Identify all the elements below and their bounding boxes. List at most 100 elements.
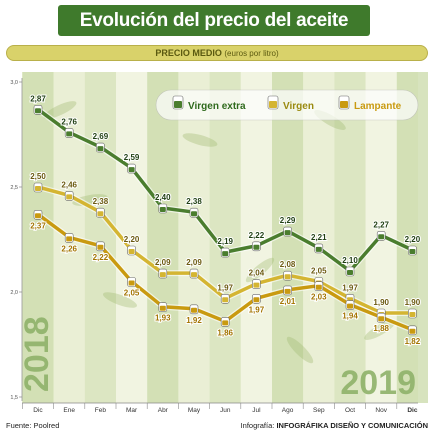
data-label: 2,08 — [280, 260, 296, 269]
x-tick-label: Dic — [407, 407, 418, 414]
bottle-marker-fill — [66, 131, 73, 137]
x-tick-label: Nov — [375, 407, 387, 414]
bottle-marker-fill — [222, 251, 229, 257]
bottle-marker-fill — [35, 108, 41, 114]
bottle-marker-fill — [191, 211, 197, 217]
data-label: 2,20 — [405, 235, 421, 244]
bottle-marker-fill — [378, 234, 385, 240]
bottle-marker-fill — [347, 303, 353, 309]
bottle-marker-fill — [35, 213, 41, 219]
bottle-marker-fill — [284, 288, 291, 294]
legend-label: Virgen extra — [188, 101, 246, 112]
bottle-marker-fill — [284, 274, 291, 280]
bottle-marker-fill — [191, 307, 197, 313]
data-label: 2,19 — [217, 237, 233, 246]
bottle-marker-fill — [253, 282, 260, 288]
data-label: 2,46 — [61, 180, 77, 189]
olive-leaf-decoration — [182, 133, 218, 147]
bottle-marker-fill — [97, 211, 104, 217]
bottle-marker-fill — [97, 146, 104, 152]
y-tick-label: 1,5 — [10, 395, 18, 401]
subtitle-bar: PRECIO MEDIO (euros por litro) — [6, 45, 428, 61]
x-tick-label: Dic — [33, 407, 43, 414]
bottle-marker-fill — [159, 207, 166, 212]
y-tick-label: 2,0 — [10, 290, 18, 296]
olive-leaf-decoration — [286, 336, 314, 364]
credit-label: Infografía: — [240, 421, 275, 430]
data-label: 2,03 — [311, 293, 327, 302]
data-label: 2,01 — [280, 297, 296, 306]
data-label: 2,22 — [93, 253, 109, 262]
legend-label: Virgen — [283, 101, 314, 112]
month-band — [303, 72, 335, 403]
data-label: 2,22 — [249, 231, 265, 240]
x-tick-label: Jun — [220, 407, 231, 414]
data-label: 1,90 — [405, 298, 421, 307]
x-tick-label: Abr — [158, 407, 169, 414]
data-label: 2,09 — [155, 258, 171, 267]
data-label: 2,26 — [61, 244, 77, 253]
subtitle-text: PRECIO MEDIO — [155, 48, 222, 58]
data-label: 2,37 — [30, 221, 46, 230]
credit-name: INFOGRÁFIKA DISEÑO Y COMUNICACIÓN — [276, 421, 428, 430]
bottle-marker-fill — [409, 249, 416, 254]
x-tick-label: Mar — [126, 407, 138, 414]
data-label: 1,97 — [342, 283, 358, 292]
month-band — [240, 72, 272, 403]
bottle-marker-fill — [66, 194, 73, 200]
data-label: 2,04 — [249, 269, 265, 278]
olive-leaf-decoration — [364, 320, 396, 340]
credit-note: Infografía: INFOGRÁFIKA DISEÑO Y COMUNIC… — [241, 421, 428, 430]
month-band — [22, 72, 54, 403]
x-tick-label: Ago — [282, 407, 294, 414]
data-label: 2,87 — [30, 94, 46, 103]
month-band — [84, 72, 116, 403]
data-label: 2,29 — [280, 216, 296, 225]
year-start-label: 2018 — [18, 316, 56, 392]
legend-label: Lampante — [354, 101, 402, 112]
bottle-marker-fill — [409, 328, 416, 334]
data-label: 2,69 — [93, 132, 109, 141]
source-note: Fuente: Poolred — [6, 421, 60, 430]
y-tick-label: 2,5 — [10, 185, 18, 191]
legend-bottle-fill — [340, 101, 348, 108]
olive-leaf-decoration — [102, 292, 138, 308]
x-tick-label: Ene — [63, 407, 75, 414]
data-label: 2,27 — [373, 220, 389, 229]
month-band — [396, 72, 428, 403]
bottle-marker-fill — [191, 272, 197, 278]
data-label: 2,40 — [155, 193, 171, 202]
bottle-marker-fill — [128, 280, 135, 286]
data-label: 1,92 — [186, 316, 202, 325]
data-label: 1,88 — [373, 324, 389, 333]
bottle-marker-fill — [222, 297, 229, 303]
data-label: 2,38 — [186, 197, 202, 206]
month-band — [147, 72, 179, 403]
data-label: 2,38 — [93, 197, 109, 206]
data-label: 1,82 — [405, 337, 421, 346]
x-tick-label: Sep — [313, 407, 325, 414]
data-label: 2,09 — [186, 258, 202, 267]
chart-subtitle: PRECIO MEDIO (euros por litro) — [7, 46, 427, 61]
bottle-marker-fill — [409, 312, 416, 317]
bottle-marker-fill — [347, 270, 353, 275]
title-banner: Evolución del precio del aceite — [58, 5, 370, 36]
month-band — [178, 72, 210, 403]
legend-bottle-fill — [269, 101, 277, 108]
legend-box — [155, 89, 419, 121]
bottle-marker-fill — [378, 316, 385, 322]
bottle-marker-fill — [222, 320, 229, 326]
data-label: 2,10 — [342, 256, 358, 265]
bottle-marker-fill — [159, 272, 166, 278]
olive-leaf-decoration — [245, 257, 275, 283]
bottle-marker-fill — [128, 249, 135, 254]
bottle-marker-fill — [253, 297, 260, 303]
chart-title: Evolución del precio del aceite — [79, 10, 349, 31]
year-end-label: 2019 — [340, 364, 416, 402]
data-label: 2,50 — [30, 172, 46, 181]
subtitle-unit: (euros por litro) — [224, 49, 279, 58]
bottle-marker-fill — [315, 284, 322, 290]
x-tick-label: Oct — [345, 407, 355, 414]
bottle-marker-fill — [284, 230, 291, 236]
